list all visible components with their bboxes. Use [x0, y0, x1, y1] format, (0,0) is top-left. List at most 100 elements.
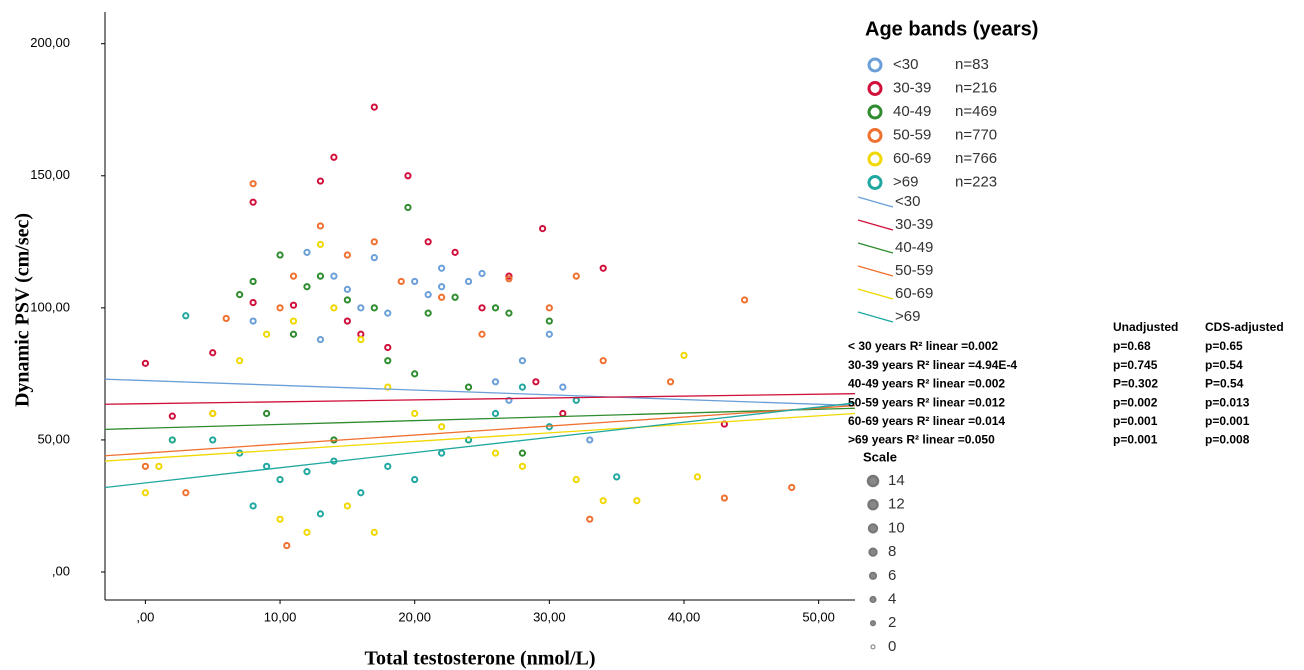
fit-line: [104, 393, 856, 405]
point: [249, 502, 257, 510]
scale-label: 0: [888, 638, 896, 655]
point: [276, 304, 284, 312]
point: [289, 272, 298, 280]
point: [438, 293, 446, 301]
point: [357, 335, 365, 344]
point: [478, 330, 486, 338]
stat-unadjusted: p=0.001: [1113, 414, 1158, 428]
point: [289, 317, 298, 325]
point: [303, 248, 311, 256]
scale-marker: [868, 571, 878, 580]
point: [384, 309, 392, 317]
stat-label: < 30 years R² linear =0.002: [848, 339, 998, 353]
y-tick-label: 150,00: [30, 167, 70, 182]
point: [236, 357, 244, 365]
point: [572, 272, 580, 280]
point: [424, 309, 432, 317]
legend-line: [857, 311, 894, 323]
point: [505, 396, 513, 404]
legend-line-label: >69: [895, 308, 920, 325]
legend-label: 50-59: [893, 126, 931, 143]
legend-n: n=770: [955, 126, 997, 143]
scale-label: 14: [888, 472, 905, 489]
point: [586, 515, 594, 523]
legend-line-label: <30: [895, 193, 920, 210]
stat-unadjusted: p=0.68: [1113, 339, 1151, 353]
point: [168, 412, 176, 420]
point: [586, 436, 594, 444]
legend-line: [857, 265, 894, 277]
point: [740, 296, 749, 304]
point: [357, 489, 365, 497]
point: [316, 240, 325, 249]
stat-unadjusted: p=0.001: [1113, 433, 1158, 447]
legend-n: n=83: [955, 56, 989, 73]
point: [666, 378, 675, 386]
point: [491, 409, 500, 418]
stat-label: 30-39 years R² linear =4.94E-4: [848, 358, 1017, 372]
point: [633, 497, 641, 505]
legend-marker: [867, 57, 883, 73]
legend-label: >69: [893, 173, 918, 190]
point: [539, 225, 547, 233]
point: [491, 449, 500, 457]
point: [572, 475, 580, 484]
point: [343, 317, 351, 325]
x-tick-label: 20,00: [398, 609, 431, 624]
point: [599, 264, 607, 272]
point: [330, 272, 338, 280]
point: [599, 357, 607, 365]
legend-marker: [867, 81, 883, 96]
legend-line-label: 30-39: [895, 216, 933, 233]
stat-label: >69 years R² linear =0.050: [848, 433, 995, 447]
point: [545, 330, 553, 338]
point: [411, 370, 419, 378]
point: [330, 153, 338, 161]
stat-label: 60-69 years R² linear =0.014: [848, 414, 1005, 428]
scale-label: 12: [888, 496, 905, 513]
legend-marker: [867, 128, 883, 143]
scale-title: Scale: [863, 449, 897, 464]
point: [411, 475, 419, 484]
point: [303, 283, 311, 291]
scale-label: 4: [888, 590, 896, 607]
stat-cds-adjusted: p=0.65: [1205, 339, 1243, 353]
point: [720, 494, 728, 502]
legend-label: 30-39: [893, 79, 931, 96]
point: [572, 396, 580, 404]
point: [404, 172, 412, 180]
point: [518, 357, 527, 365]
point: [316, 177, 325, 185]
point: [303, 528, 311, 536]
legend-title: Age bands (years): [865, 18, 1038, 40]
scale-label: 2: [888, 614, 896, 631]
point: [262, 462, 271, 470]
point: [451, 248, 459, 256]
y-tick-label: ,00: [52, 563, 70, 578]
scale-marker: [867, 523, 879, 534]
point: [141, 462, 149, 470]
point: [209, 349, 217, 357]
table-header: CDS-adjusted: [1205, 320, 1284, 334]
stat-cds-adjusted: p=0.008: [1205, 433, 1250, 447]
table-header: Unadjusted: [1113, 320, 1178, 334]
point: [559, 409, 567, 418]
point: [478, 269, 486, 278]
point: [518, 449, 527, 457]
point: [505, 309, 513, 317]
point: [532, 378, 540, 386]
point: [222, 314, 230, 323]
point: [505, 275, 513, 283]
point: [276, 475, 284, 484]
x-tick-label: 50,00: [802, 609, 835, 624]
point: [411, 277, 419, 286]
point: [464, 277, 473, 286]
legend-line-label: 50-59: [895, 262, 933, 279]
point: [491, 304, 500, 312]
point: [384, 357, 392, 365]
point: [249, 180, 257, 188]
point: [236, 291, 244, 299]
point: [343, 296, 351, 304]
legend-marker: [867, 151, 883, 167]
